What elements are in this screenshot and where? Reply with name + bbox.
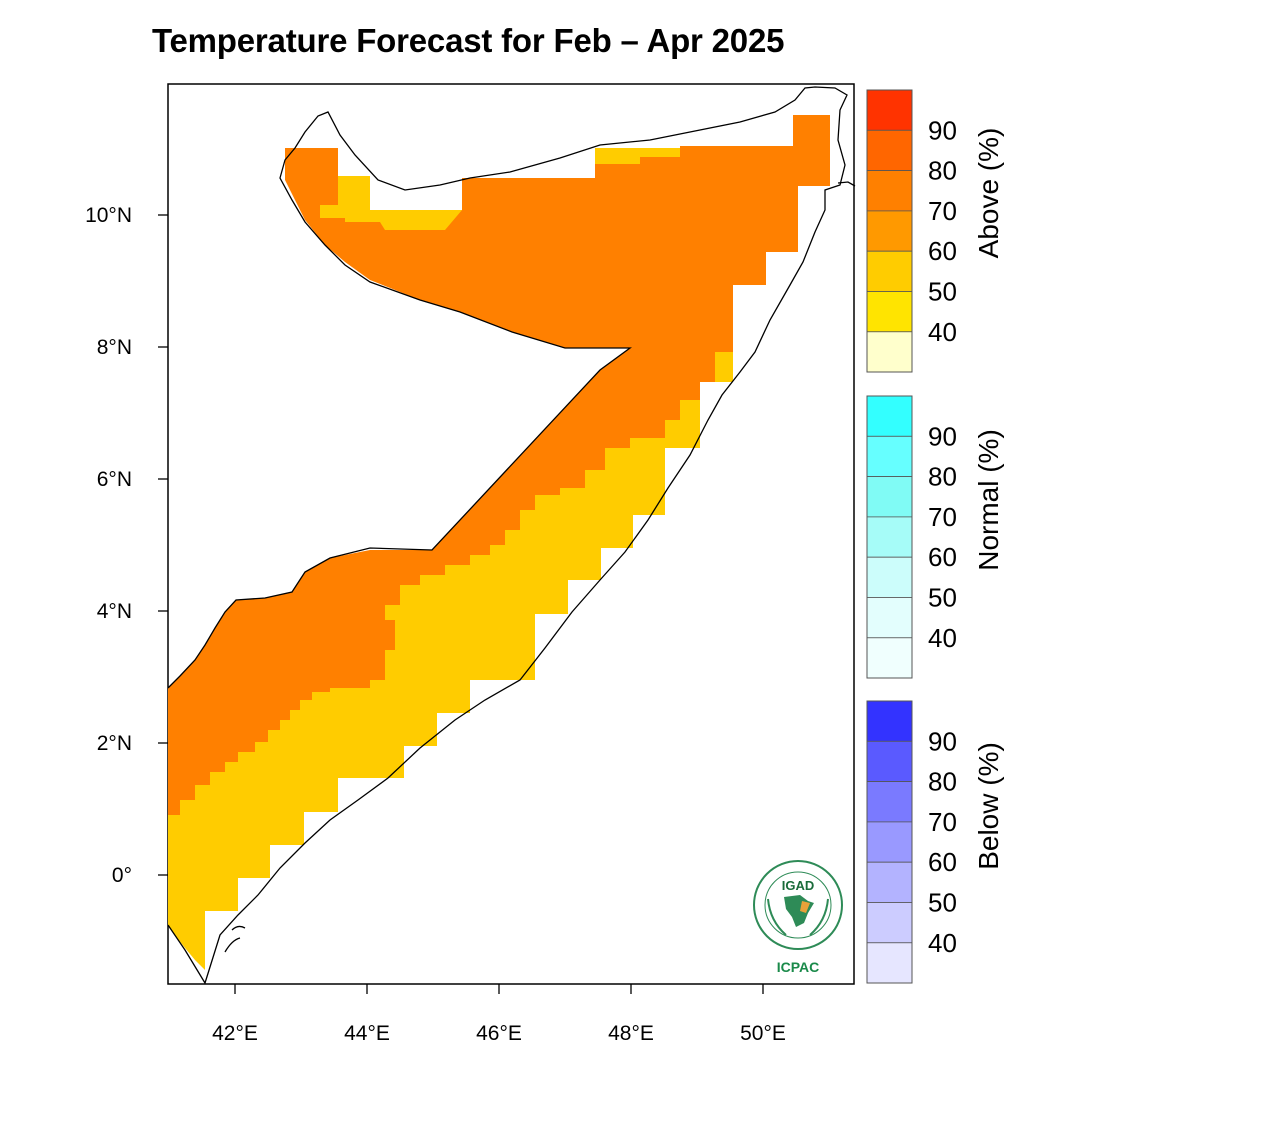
colorbar-below-label: 80 (928, 767, 957, 797)
x-tick-label: 50°E (740, 1022, 786, 1045)
forecast-above-70-region (168, 115, 830, 815)
colorbar-above-label: 90 (928, 115, 957, 145)
x-tick-label: 46°E (476, 1022, 522, 1045)
colorbar-normal-cell (866, 476, 913, 518)
colorbar-above-cell (866, 250, 913, 292)
colorbar-normal-label: 50 (928, 583, 957, 613)
colorbar-below-label: 90 (928, 726, 957, 756)
logo-icpac-text: ICPAC (777, 959, 820, 975)
colorbar-normal-cell (866, 435, 913, 477)
colorbar-normal-label: 70 (928, 502, 957, 532)
x-axis (234, 984, 764, 994)
colorbar-above-cell (866, 210, 913, 252)
colorbar-above-cell (866, 129, 913, 172)
x-tick-labels: 42°E 44°E 46°E 48°E 50°E (212, 1022, 786, 1045)
y-tick-label: 4°N (97, 600, 132, 623)
colorbar-below-cell (866, 740, 913, 782)
colorbar-below: 90 80 70 60 50 40 Below (%) (866, 700, 1004, 984)
x-tick-label: 42°E (212, 1022, 258, 1045)
colorbar-below-cell (866, 781, 913, 823)
colorbar-normal-cell (866, 516, 913, 558)
y-tick-label: 8°N (97, 336, 132, 359)
colorbar-below-label: 40 (928, 928, 957, 958)
country-outline (167, 86, 856, 985)
colorbar-above-label: 60 (928, 236, 957, 266)
colorbar-above-title: Above (%) (973, 128, 1004, 259)
colorbar-above: 90 80 70 60 50 40 Above (%) (866, 89, 1004, 373)
colorbar-normal-label: 60 (928, 542, 957, 572)
y-axis (158, 214, 168, 876)
forecast-above-50-north-pocket (320, 148, 680, 230)
colorbar-above-cell (866, 89, 913, 131)
x-tick-label: 44°E (344, 1022, 390, 1045)
colorbar-below-label: 60 (928, 847, 957, 877)
colorbar-below-cell (866, 700, 913, 742)
colorbar-normal-title: Normal (%) (973, 429, 1004, 571)
y-tick-label: 2°N (97, 732, 132, 755)
colorbar-above-cell (866, 291, 913, 333)
colorbar-normal-label: 90 (928, 421, 957, 451)
colorbar-below-label: 70 (928, 807, 957, 837)
colorbar-above-label: 70 (928, 196, 957, 226)
forecast-above-50-south-region (168, 352, 733, 970)
colorbar-below-cell (866, 861, 913, 903)
y-tick-label: 6°N (97, 468, 132, 491)
colorbar-above-label: 40 (928, 317, 957, 347)
logo-igad-text: IGAD (782, 878, 815, 893)
colorbar-below-title: Below (%) (973, 742, 1004, 870)
colorbar-normal-cell (866, 637, 913, 679)
colorbar-normal-cell (866, 556, 913, 598)
colorbar-normal-label: 40 (928, 623, 957, 653)
icpac-logo: IGAD ICPAC (753, 860, 843, 975)
colorbar-above-label: 50 (928, 277, 957, 307)
map-title: Temperature Forecast for Feb – Apr 2025 (152, 22, 785, 59)
colorbar-below-cell (866, 942, 913, 984)
colorbar-above-cell (866, 331, 913, 373)
colorbar-normal-cell (866, 395, 913, 437)
colorbar-normal-cell (866, 597, 913, 639)
y-tick-labels: 10°N 8°N 6°N 4°N 2°N 0° (85, 204, 132, 887)
y-tick-label: 0° (112, 864, 132, 887)
x-tick-label: 48°E (608, 1022, 654, 1045)
colorbar-below-cell (866, 902, 913, 944)
colorbar-normal: 90 80 70 60 50 40 Normal (%) (866, 395, 1004, 679)
y-tick-label: 10°N (85, 204, 132, 227)
colorbar-normal-label: 80 (928, 462, 957, 492)
colorbar-below-label: 50 (928, 888, 957, 918)
colorbar-below-cell (866, 821, 913, 863)
colorbar-above-cell (866, 170, 913, 212)
colorbar-above-label: 80 (928, 156, 957, 186)
